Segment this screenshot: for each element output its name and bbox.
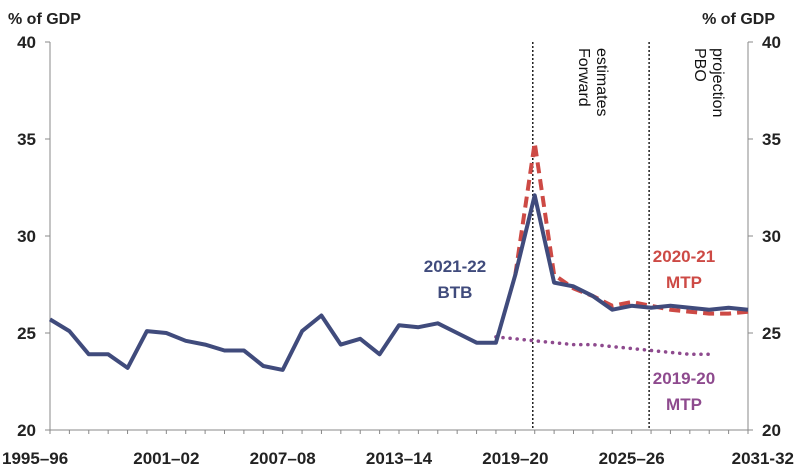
region-label-line: Forward	[575, 48, 592, 107]
region-label-line: PBO	[691, 48, 708, 82]
labels: 2021-22 BTB 2020-21 MTP 2019-20 MTP	[424, 247, 715, 414]
y-tick-label-right: 30	[762, 227, 781, 246]
y-tick-label-left: 25	[17, 324, 36, 343]
region-label: PBO projection	[691, 48, 726, 117]
region-label-line: estimates	[593, 48, 610, 116]
series-label-mtp2021: 2020-21	[653, 247, 715, 266]
x-tick-label: 1995–96	[2, 449, 68, 468]
x-tick-label: 2025–26	[599, 449, 665, 468]
series-label-mtp1920: 2019-20	[653, 369, 715, 388]
series-line-btb	[48, 193, 749, 372]
y-tick-label-right: 35	[762, 130, 781, 149]
series-label-mtp1920: MTP	[666, 395, 702, 414]
y-tick-label-left: 40	[17, 33, 36, 52]
series-label-btb: 2021-22	[424, 257, 486, 276]
x-tick-label: 2031-32	[732, 449, 794, 468]
x-tick-label: 2001–02	[133, 449, 199, 468]
series-line-mtp1920	[494, 335, 711, 357]
region-label: Forward estimates	[575, 48, 610, 116]
y-tick-label-left: 30	[17, 227, 36, 246]
region-label-line: projection	[709, 48, 726, 117]
y-axis-label-left: % of GDP	[8, 11, 81, 28]
x-tick-label: 2019–20	[482, 449, 548, 468]
region-markers: Forward estimates PBO projection	[532, 42, 726, 430]
axes: 20 20 25 25 30 30 35 35 40 40 1995–96 2001–02 2007–0…	[2, 33, 794, 468]
y-tick-label-left: 35	[17, 130, 36, 149]
series-label-mtp2021: MTP	[666, 273, 702, 292]
y-axis-label-right: % of GDP	[702, 11, 775, 28]
y-tick-label-left: 20	[17, 421, 36, 440]
series-lines	[48, 140, 749, 372]
x-tick-label: 2007–08	[250, 449, 316, 468]
y-tick-label-right: 40	[762, 33, 781, 52]
y-tick-label-right: 20	[762, 421, 781, 440]
y-tick-label-right: 25	[762, 324, 781, 343]
series-line-mtp2021	[513, 140, 749, 316]
series-label-btb: BTB	[438, 283, 473, 302]
x-tick-label: 2013–14	[366, 449, 433, 468]
